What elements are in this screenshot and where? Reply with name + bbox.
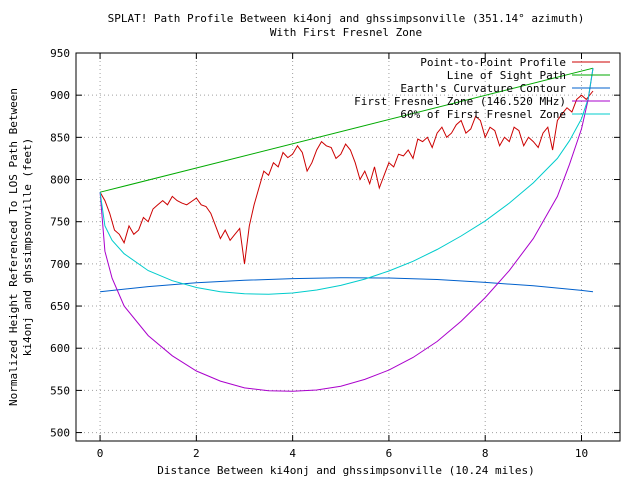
x-axis-label: Distance Between ki4onj and ghssimpsonvi… <box>157 464 535 477</box>
plot-frame <box>75 52 621 442</box>
x-tick-label: 6 <box>386 447 393 460</box>
legend-label-first-fresnel-zone-146-520-mhz: First Fresnel Zone (146.520 MHz) <box>354 95 566 108</box>
y-axis-label-line2: ki4onj and ghssimpsonville (feet) <box>21 138 34 357</box>
series-group <box>99 67 594 392</box>
series-line-point-to-point-profile <box>99 90 594 264</box>
y-tick-label: 600 <box>50 342 70 355</box>
y-tick-label: 800 <box>50 174 70 187</box>
legend-label-earth-s-curvature-contour: Earth's Curvature Contour <box>400 82 566 95</box>
legend-label-point-to-point-profile: Point-to-Point Profile <box>420 56 566 69</box>
y-tick-label: 700 <box>50 258 70 271</box>
x-tick-label: 4 <box>289 447 296 460</box>
y-tick-label: 650 <box>50 300 70 313</box>
chart-subtitle: With First Fresnel Zone <box>270 26 422 39</box>
series-line-line-of-sight-path <box>99 67 594 193</box>
y-axis-label-line1: Normalized Height Referenced To LOS Path… <box>7 88 20 406</box>
x-tick-label: 10 <box>575 447 588 460</box>
y-tick-label: 550 <box>50 384 70 397</box>
y-tick-label: 950 <box>50 47 70 60</box>
legend-label-line-of-sight-path: Line of Sight Path <box>447 69 566 82</box>
y-tick-label: 750 <box>50 216 70 229</box>
y-tick-label: 850 <box>50 131 70 144</box>
x-tick-label: 2 <box>193 447 200 460</box>
legend-label-60-of-first-fresnel-zone: 60% of First Fresnel Zone <box>400 108 566 121</box>
series-line-first-fresnel-zone-146-520-mhz <box>99 68 594 392</box>
series-line-earth-s-curvature-contour <box>100 277 594 293</box>
axis-ticks: 0 2 4 6 8 10 500 550 600 650 700 750 800 850 900 950 <box>50 47 620 460</box>
y-tick-label: 900 <box>50 89 70 102</box>
chart-title: SPLAT! Path Profile Between ki4onj and g… <box>108 12 585 25</box>
y-tick-label: 500 <box>50 427 70 440</box>
x-tick-label: 8 <box>482 447 489 460</box>
x-tick-label: 0 <box>97 447 104 460</box>
series-line-60-of-first-fresnel-zone <box>99 68 594 295</box>
